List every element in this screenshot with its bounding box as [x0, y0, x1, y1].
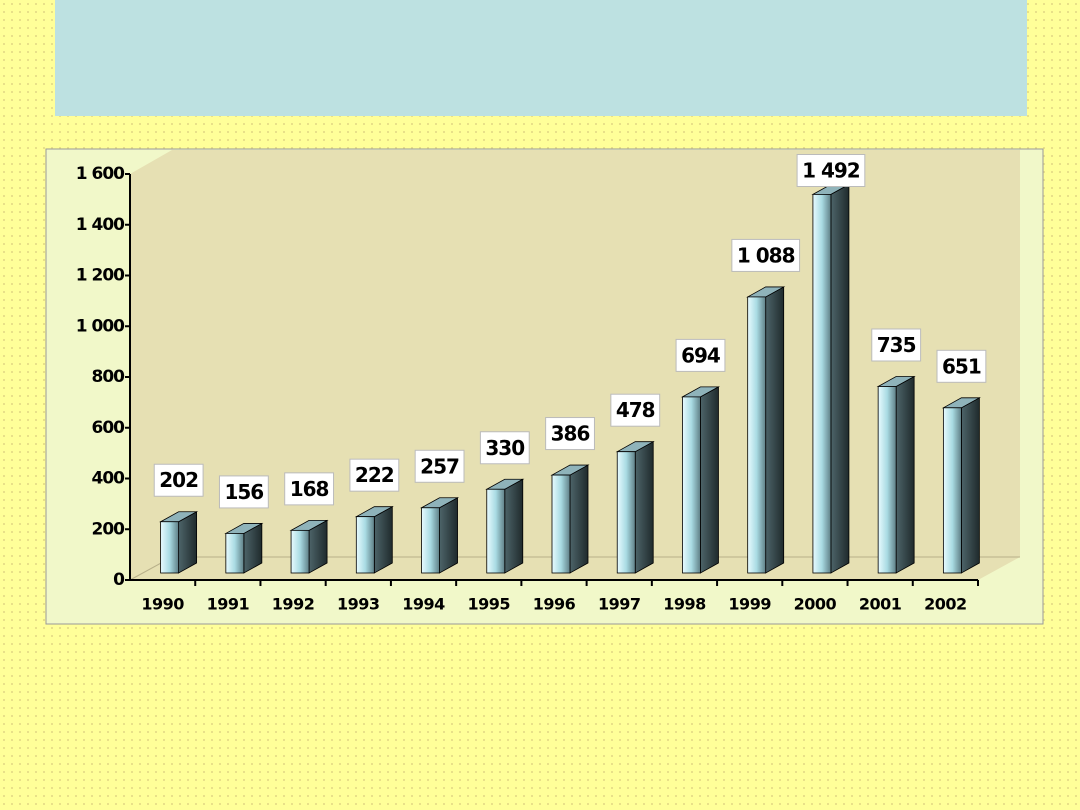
- y-tick-label: 400: [92, 469, 126, 489]
- bar: [747, 296, 767, 574]
- data-label: 168: [290, 477, 329, 501]
- data-label-box: [545, 417, 595, 451]
- bar-side: [700, 386, 719, 574]
- y-tick-label: 0: [113, 570, 125, 590]
- data-label: 651: [942, 354, 981, 378]
- title-box: [55, 0, 1027, 116]
- bar-side: [830, 183, 850, 574]
- x-tick-label: 1998: [663, 595, 706, 614]
- bar: [616, 451, 636, 574]
- bar-side: [373, 505, 393, 574]
- bar-side: [765, 286, 785, 574]
- bar-side: [178, 511, 198, 574]
- x-tick-label: 1993: [337, 595, 380, 614]
- data-label-box: [479, 431, 530, 465]
- y-tick-label: 800: [92, 367, 126, 387]
- y-tick-label: 200: [92, 519, 126, 539]
- data-label: 386: [551, 422, 590, 446]
- bar: [421, 507, 440, 574]
- data-label-box: [349, 458, 400, 492]
- data-label-box: [796, 154, 866, 187]
- data-label: 222: [355, 463, 394, 487]
- bar: [160, 521, 180, 574]
- x-tick-label: 1990: [141, 595, 184, 614]
- x-tick-label: 2001: [859, 595, 902, 614]
- data-label: 202: [159, 468, 198, 492]
- data-label: 1 492: [802, 159, 860, 183]
- bar-side: [634, 441, 654, 574]
- x-tick-label: 1994: [402, 595, 445, 614]
- x-tick-label: 1997: [598, 595, 641, 614]
- y-tick-label: 1 600: [76, 164, 125, 184]
- bar: [812, 194, 832, 574]
- data-label-box: [284, 472, 335, 506]
- y-tick-label: 1 000: [76, 316, 125, 336]
- data-label-box: [871, 328, 922, 362]
- data-label: 156: [224, 480, 263, 504]
- data-label-box: [414, 449, 465, 483]
- data-label-box: [675, 338, 726, 372]
- bar: [877, 386, 897, 574]
- data-label: 257: [420, 454, 459, 478]
- y-tick-label: 1 200: [76, 266, 125, 286]
- data-label-box: [610, 393, 661, 427]
- data-label-box: [218, 475, 269, 509]
- data-label: 694: [681, 343, 720, 367]
- data-label-box: [731, 238, 801, 272]
- data-label-box: [153, 463, 204, 497]
- bar: [355, 516, 375, 574]
- data-label: 735: [877, 333, 916, 357]
- data-label: 330: [485, 436, 524, 460]
- data-label: 1 088: [737, 243, 795, 267]
- bar: [225, 533, 245, 574]
- data-label: 478: [616, 398, 655, 422]
- bar: [290, 529, 310, 574]
- bar: [551, 474, 571, 574]
- x-tick-label: 1996: [533, 595, 576, 614]
- bar-side: [960, 397, 980, 574]
- bar-side: [895, 375, 915, 574]
- bar-side: [569, 464, 589, 574]
- bar-side: [439, 497, 458, 574]
- bar: [682, 396, 701, 574]
- x-tick-label: 2002: [924, 595, 967, 614]
- x-tick-label: 1999: [728, 595, 771, 614]
- bar: [942, 407, 962, 574]
- x-tick-label: 1995: [468, 595, 511, 614]
- y-tick-label: 1 400: [76, 215, 125, 235]
- y-tick-label: 600: [92, 418, 126, 438]
- data-label-box: [936, 349, 987, 383]
- x-tick-label: 2000: [794, 595, 837, 614]
- bar: [486, 488, 506, 574]
- bar-side: [504, 478, 524, 574]
- x-tick-label: 1991: [207, 595, 250, 614]
- x-tick-label: 1992: [272, 595, 315, 614]
